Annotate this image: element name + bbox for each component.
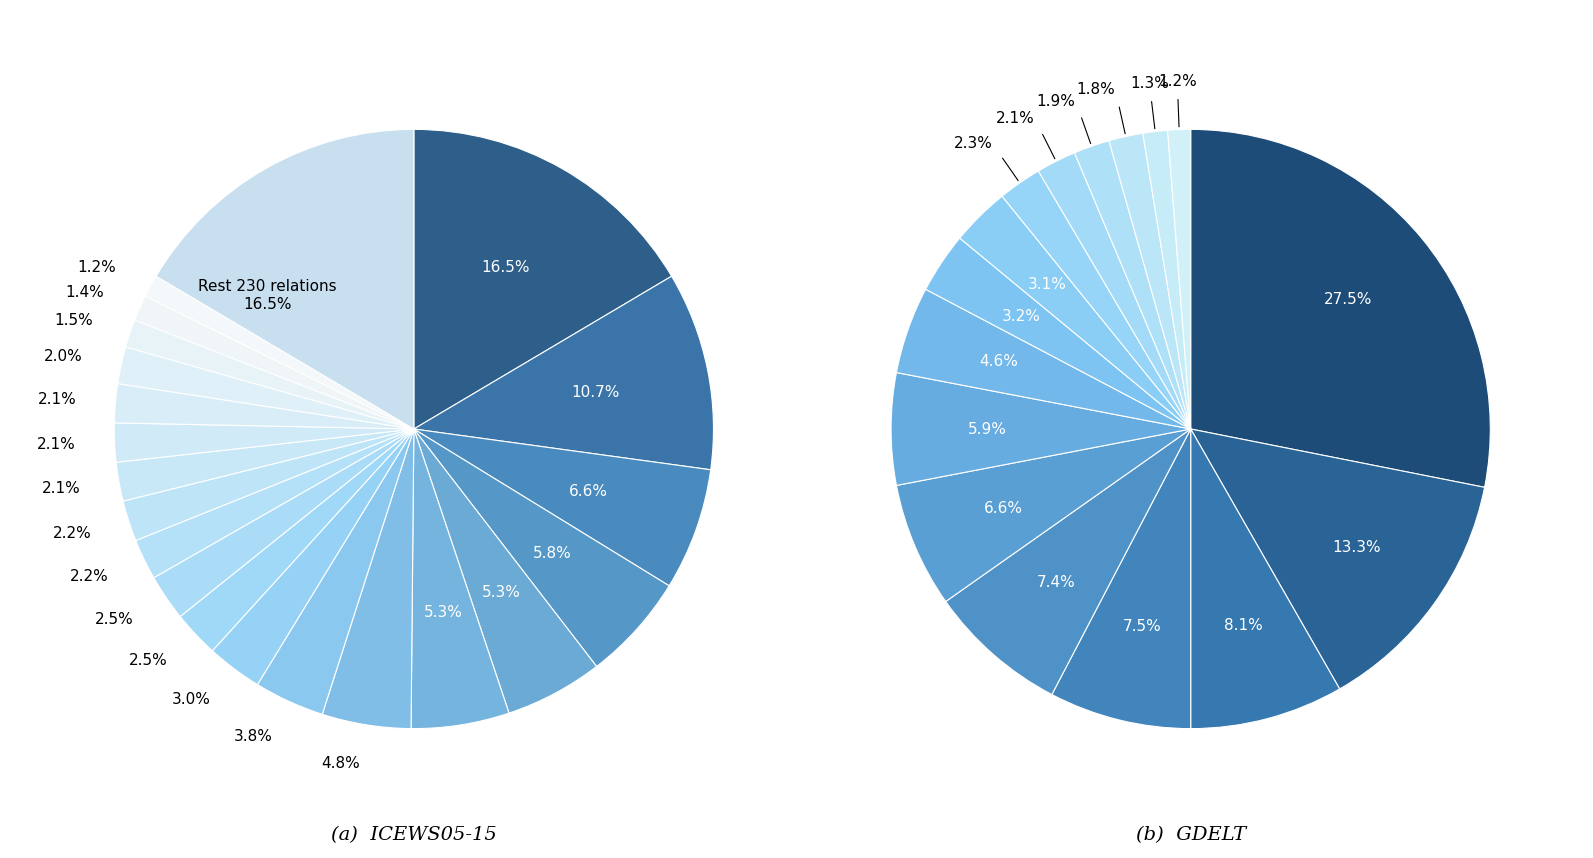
Text: 6.6%: 6.6% <box>983 501 1023 517</box>
Text: 5.3%: 5.3% <box>481 585 521 601</box>
Text: 4.6%: 4.6% <box>980 354 1018 369</box>
Wedge shape <box>123 429 414 541</box>
Wedge shape <box>414 429 669 667</box>
Wedge shape <box>126 320 414 429</box>
Text: 2.5%: 2.5% <box>129 654 167 668</box>
Wedge shape <box>118 347 414 429</box>
Text: 10.7%: 10.7% <box>572 384 620 400</box>
Text: 2.1%: 2.1% <box>37 437 75 452</box>
Wedge shape <box>1142 130 1190 429</box>
Text: 3.8%: 3.8% <box>234 729 272 744</box>
Wedge shape <box>1190 429 1485 689</box>
Text: 4.8%: 4.8% <box>322 756 360 770</box>
Text: 2.0%: 2.0% <box>45 349 83 365</box>
Text: 3.2%: 3.2% <box>1002 309 1040 323</box>
Text: 3.1%: 3.1% <box>1027 277 1067 292</box>
Wedge shape <box>414 429 597 713</box>
Text: 3.0%: 3.0% <box>172 692 210 707</box>
Text: 1.2%: 1.2% <box>1158 74 1196 89</box>
Wedge shape <box>115 384 414 429</box>
Wedge shape <box>115 423 414 462</box>
Text: Rest 230 relations
16.5%: Rest 230 relations 16.5% <box>199 280 338 312</box>
Wedge shape <box>212 429 414 685</box>
Title: (a)  ICEWS05-15: (a) ICEWS05-15 <box>331 826 497 844</box>
Wedge shape <box>156 130 414 429</box>
Text: 7.4%: 7.4% <box>1037 575 1075 589</box>
Wedge shape <box>322 429 414 728</box>
Text: 5.8%: 5.8% <box>532 546 572 561</box>
Wedge shape <box>1002 171 1190 429</box>
Wedge shape <box>414 429 710 586</box>
Wedge shape <box>135 296 414 429</box>
Wedge shape <box>1051 429 1190 728</box>
Text: 5.3%: 5.3% <box>424 605 462 620</box>
Wedge shape <box>959 196 1190 429</box>
Text: 2.1%: 2.1% <box>41 481 81 496</box>
Text: 2.1%: 2.1% <box>996 111 1034 126</box>
Wedge shape <box>116 429 414 501</box>
Text: 5.9%: 5.9% <box>967 421 1007 437</box>
Wedge shape <box>180 429 414 650</box>
Text: 2.2%: 2.2% <box>53 525 92 541</box>
Text: 13.3%: 13.3% <box>1332 541 1381 555</box>
Title: (b)  GDELT: (b) GDELT <box>1136 826 1246 844</box>
Text: 2.5%: 2.5% <box>96 612 134 627</box>
Wedge shape <box>135 429 414 577</box>
Wedge shape <box>1039 153 1190 429</box>
Text: 1.3%: 1.3% <box>1129 76 1169 92</box>
Text: 1.9%: 1.9% <box>1037 94 1075 108</box>
Text: 8.1%: 8.1% <box>1223 619 1263 633</box>
Text: 1.8%: 1.8% <box>1077 82 1115 97</box>
Wedge shape <box>890 372 1190 486</box>
Wedge shape <box>411 429 510 728</box>
Wedge shape <box>1190 130 1491 487</box>
Text: 2.3%: 2.3% <box>954 136 992 151</box>
Wedge shape <box>946 429 1190 694</box>
Text: 16.5%: 16.5% <box>481 260 530 275</box>
Wedge shape <box>258 429 414 714</box>
Wedge shape <box>926 239 1190 429</box>
Text: 27.5%: 27.5% <box>1324 293 1372 307</box>
Text: 2.2%: 2.2% <box>70 569 108 584</box>
Wedge shape <box>145 276 414 429</box>
Wedge shape <box>897 289 1190 429</box>
Text: 1.5%: 1.5% <box>54 313 92 329</box>
Text: 6.6%: 6.6% <box>569 484 609 499</box>
Text: 7.5%: 7.5% <box>1123 619 1161 634</box>
Wedge shape <box>1109 133 1190 429</box>
Wedge shape <box>414 130 672 429</box>
Wedge shape <box>1168 130 1190 429</box>
Wedge shape <box>897 429 1190 601</box>
Text: 2.1%: 2.1% <box>38 392 76 408</box>
Text: 1.4%: 1.4% <box>65 285 104 299</box>
Wedge shape <box>1190 429 1340 728</box>
Wedge shape <box>1074 141 1190 429</box>
Text: 1.2%: 1.2% <box>78 260 116 275</box>
Wedge shape <box>155 429 414 617</box>
Wedge shape <box>414 276 714 470</box>
